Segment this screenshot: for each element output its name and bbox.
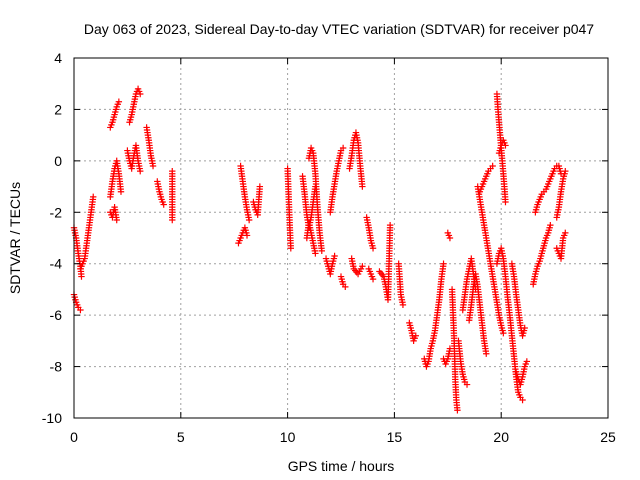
data-point: [137, 90, 144, 98]
data-point: [502, 142, 509, 149]
y-tick-labels: 4 2 0 -2 -4 -6 -8 -10: [42, 50, 62, 426]
data-point: [160, 201, 167, 208]
x-tick-label: 0: [70, 429, 78, 445]
data-point: [562, 229, 569, 237]
data-point: [137, 167, 144, 175]
y-axis-label: SDTVAR / TECUs: [7, 182, 23, 294]
data-point: [90, 193, 97, 201]
data-point: [412, 332, 419, 339]
x-tick-label: 15: [387, 429, 403, 445]
y-tick-label: -8: [50, 359, 63, 375]
x-tick-label: 25: [600, 429, 616, 445]
data-point: [342, 283, 349, 291]
data-point: [78, 273, 85, 280]
y-tick-label: -10: [42, 410, 62, 426]
data-point: [369, 275, 377, 283]
x-tick-label: 10: [280, 429, 296, 445]
y-tick-label: 4: [54, 50, 62, 66]
y-tick-label: 2: [54, 101, 62, 117]
data-point: [562, 167, 569, 175]
data-point: [113, 216, 120, 224]
data-point: [359, 263, 366, 270]
data-point: [245, 216, 253, 224]
data-point: [149, 162, 157, 170]
data-point: [339, 144, 347, 152]
data-point: [454, 407, 461, 414]
data-point: [519, 396, 526, 404]
chart-title: Day 063 of 2023, Sidereal Day-to-day VTE…: [84, 21, 594, 37]
x-tick-labels: 0 5 10 15 20 25: [70, 429, 616, 445]
grid: [74, 58, 608, 418]
data-point: [523, 358, 531, 365]
y-tick-label: 0: [54, 153, 62, 169]
data-point: [502, 198, 509, 206]
data-point: [446, 234, 454, 242]
y-tick-label: -6: [50, 307, 63, 323]
y-tick-label: -2: [50, 204, 63, 220]
x-axis-label: GPS time / hours: [288, 458, 395, 474]
x-tick-label: 20: [493, 429, 509, 445]
data-points: [70, 85, 569, 414]
plot-frame: [73, 57, 609, 419]
data-point: [500, 329, 507, 337]
data-point: [331, 252, 338, 260]
data-point: [489, 162, 496, 170]
data-point: [287, 245, 295, 252]
data-point: [521, 324, 528, 332]
data-point: [386, 221, 394, 229]
data-point: [318, 247, 325, 255]
data-point: [312, 250, 319, 257]
x-tick-label: 5: [177, 429, 185, 445]
data-point: [115, 98, 123, 105]
data-point: [399, 301, 407, 309]
data-point: [77, 306, 84, 314]
data-point: [463, 381, 471, 388]
data-point: [243, 232, 251, 239]
y-tick-label: -4: [50, 256, 63, 272]
data-point: [117, 188, 125, 195]
data-point: [547, 221, 554, 229]
data-point: [483, 350, 490, 357]
data-point: [256, 183, 264, 190]
data-point: [169, 216, 176, 224]
data-point: [440, 260, 447, 267]
axis-ticks: [73, 57, 609, 419]
data-point: [359, 183, 366, 190]
data-point: [369, 245, 377, 252]
